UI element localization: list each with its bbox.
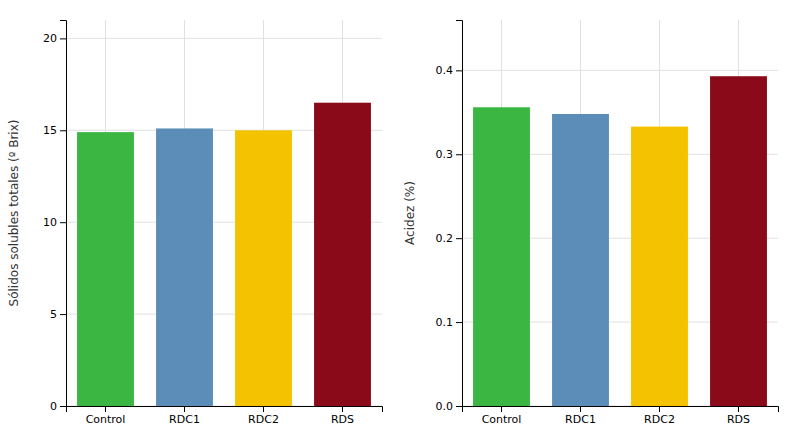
x-tick-mark (263, 406, 264, 412)
y-axis-line (60, 21, 67, 407)
y-tick-label: 0 (50, 400, 57, 413)
y-tick-label: 10 (43, 216, 57, 229)
x-tick-mark (184, 406, 185, 412)
y-tick: 0.0 (436, 400, 463, 413)
x-tick-mark (738, 406, 739, 412)
x-tick-label: Control (482, 413, 522, 426)
x-tick: RDS (727, 406, 750, 426)
bar (77, 132, 134, 406)
y-tick: 0.2 (436, 232, 463, 245)
y-tick-mark (456, 70, 462, 71)
y-tick: 15 (43, 124, 66, 137)
x-axis: Control RDC1 RDC2 RDS (67, 406, 383, 426)
bar (314, 103, 371, 406)
y-axis: 0 5 10 15 20 (43, 21, 67, 414)
y-tick-mark (456, 154, 462, 155)
grid (462, 20, 778, 406)
y-tick: 0 (50, 400, 66, 413)
bar (473, 107, 530, 406)
x-axis: Control RDC1 RDC2 RDS (463, 406, 779, 426)
y-tick-mark (456, 238, 462, 239)
bar (156, 128, 213, 406)
x-tick: Control (86, 406, 126, 426)
chart-root: Control RDC1 RDC2 RDS 0 5 10 15 20 Sólidos solubl… (0, 0, 792, 446)
bar (552, 114, 609, 406)
x-tick-mark (659, 406, 660, 412)
y-tick-label: 0.4 (436, 64, 454, 77)
y-tick: 20 (43, 32, 66, 45)
y-tick-label: 15 (43, 124, 57, 137)
y-tick-mark (60, 314, 66, 315)
y-axis-title: Sólidos solubles totales (º Brix) (7, 120, 21, 307)
x-axis-line (67, 407, 383, 413)
y-tick-label: 0.3 (436, 148, 454, 161)
y-tick-mark (456, 406, 462, 407)
y-tick: 10 (43, 216, 66, 229)
y-tick-label: 0.2 (436, 232, 454, 245)
bars (473, 76, 767, 406)
x-tick-label: RDS (727, 413, 750, 426)
x-tick-label: RDC2 (248, 413, 279, 426)
y-tick-mark (60, 406, 66, 407)
x-axis-line (463, 407, 779, 413)
x-tick-mark (580, 406, 581, 412)
grid-line-y (66, 38, 382, 39)
y-axis-title: Acidez (%) (403, 181, 417, 245)
x-tick-mark (342, 406, 343, 412)
bars (77, 103, 371, 406)
y-axis: 0.0 0.1 0.2 0.3 0.4 (436, 21, 463, 414)
x-tick-label: RDS (331, 413, 354, 426)
y-tick-mark (60, 38, 66, 39)
bar (710, 76, 767, 406)
y-tick: 0.4 (436, 64, 463, 77)
panel: Control RDC1 RDC2 RDS 0 5 10 15 20 Sólidos solubl… (7, 20, 383, 426)
x-tick-mark (105, 406, 106, 412)
x-tick: RDC2 (248, 406, 279, 426)
x-tick-label: RDC1 (169, 413, 200, 426)
y-tick: 0.3 (436, 148, 463, 161)
x-tick-label: RDC2 (644, 413, 675, 426)
panel: Control RDC1 RDC2 RDS 0.0 0.1 0.2 0.3 0.4 Acidez … (403, 20, 779, 426)
x-tick-label: RDC1 (565, 413, 596, 426)
x-tick: RDC1 (169, 406, 200, 426)
y-tick: 0.1 (436, 316, 463, 329)
y-tick-label: 0.1 (436, 316, 454, 329)
y-tick-label: 0.0 (436, 400, 454, 413)
bar (235, 130, 292, 406)
x-tick: Control (482, 406, 522, 426)
grid-line-y (462, 70, 778, 71)
y-tick-mark (456, 322, 462, 323)
y-tick-mark (60, 130, 66, 131)
x-tick-mark (501, 406, 502, 412)
y-axis-line (456, 21, 463, 407)
grid (66, 20, 382, 406)
y-tick-label: 5 (50, 308, 57, 321)
x-tick: RDS (331, 406, 354, 426)
x-tick: RDC1 (565, 406, 596, 426)
y-tick-label: 20 (43, 32, 57, 45)
y-tick-mark (60, 222, 66, 223)
x-tick-label: Control (86, 413, 126, 426)
bar (631, 127, 688, 406)
x-tick: RDC2 (644, 406, 675, 426)
y-tick: 5 (50, 308, 66, 321)
